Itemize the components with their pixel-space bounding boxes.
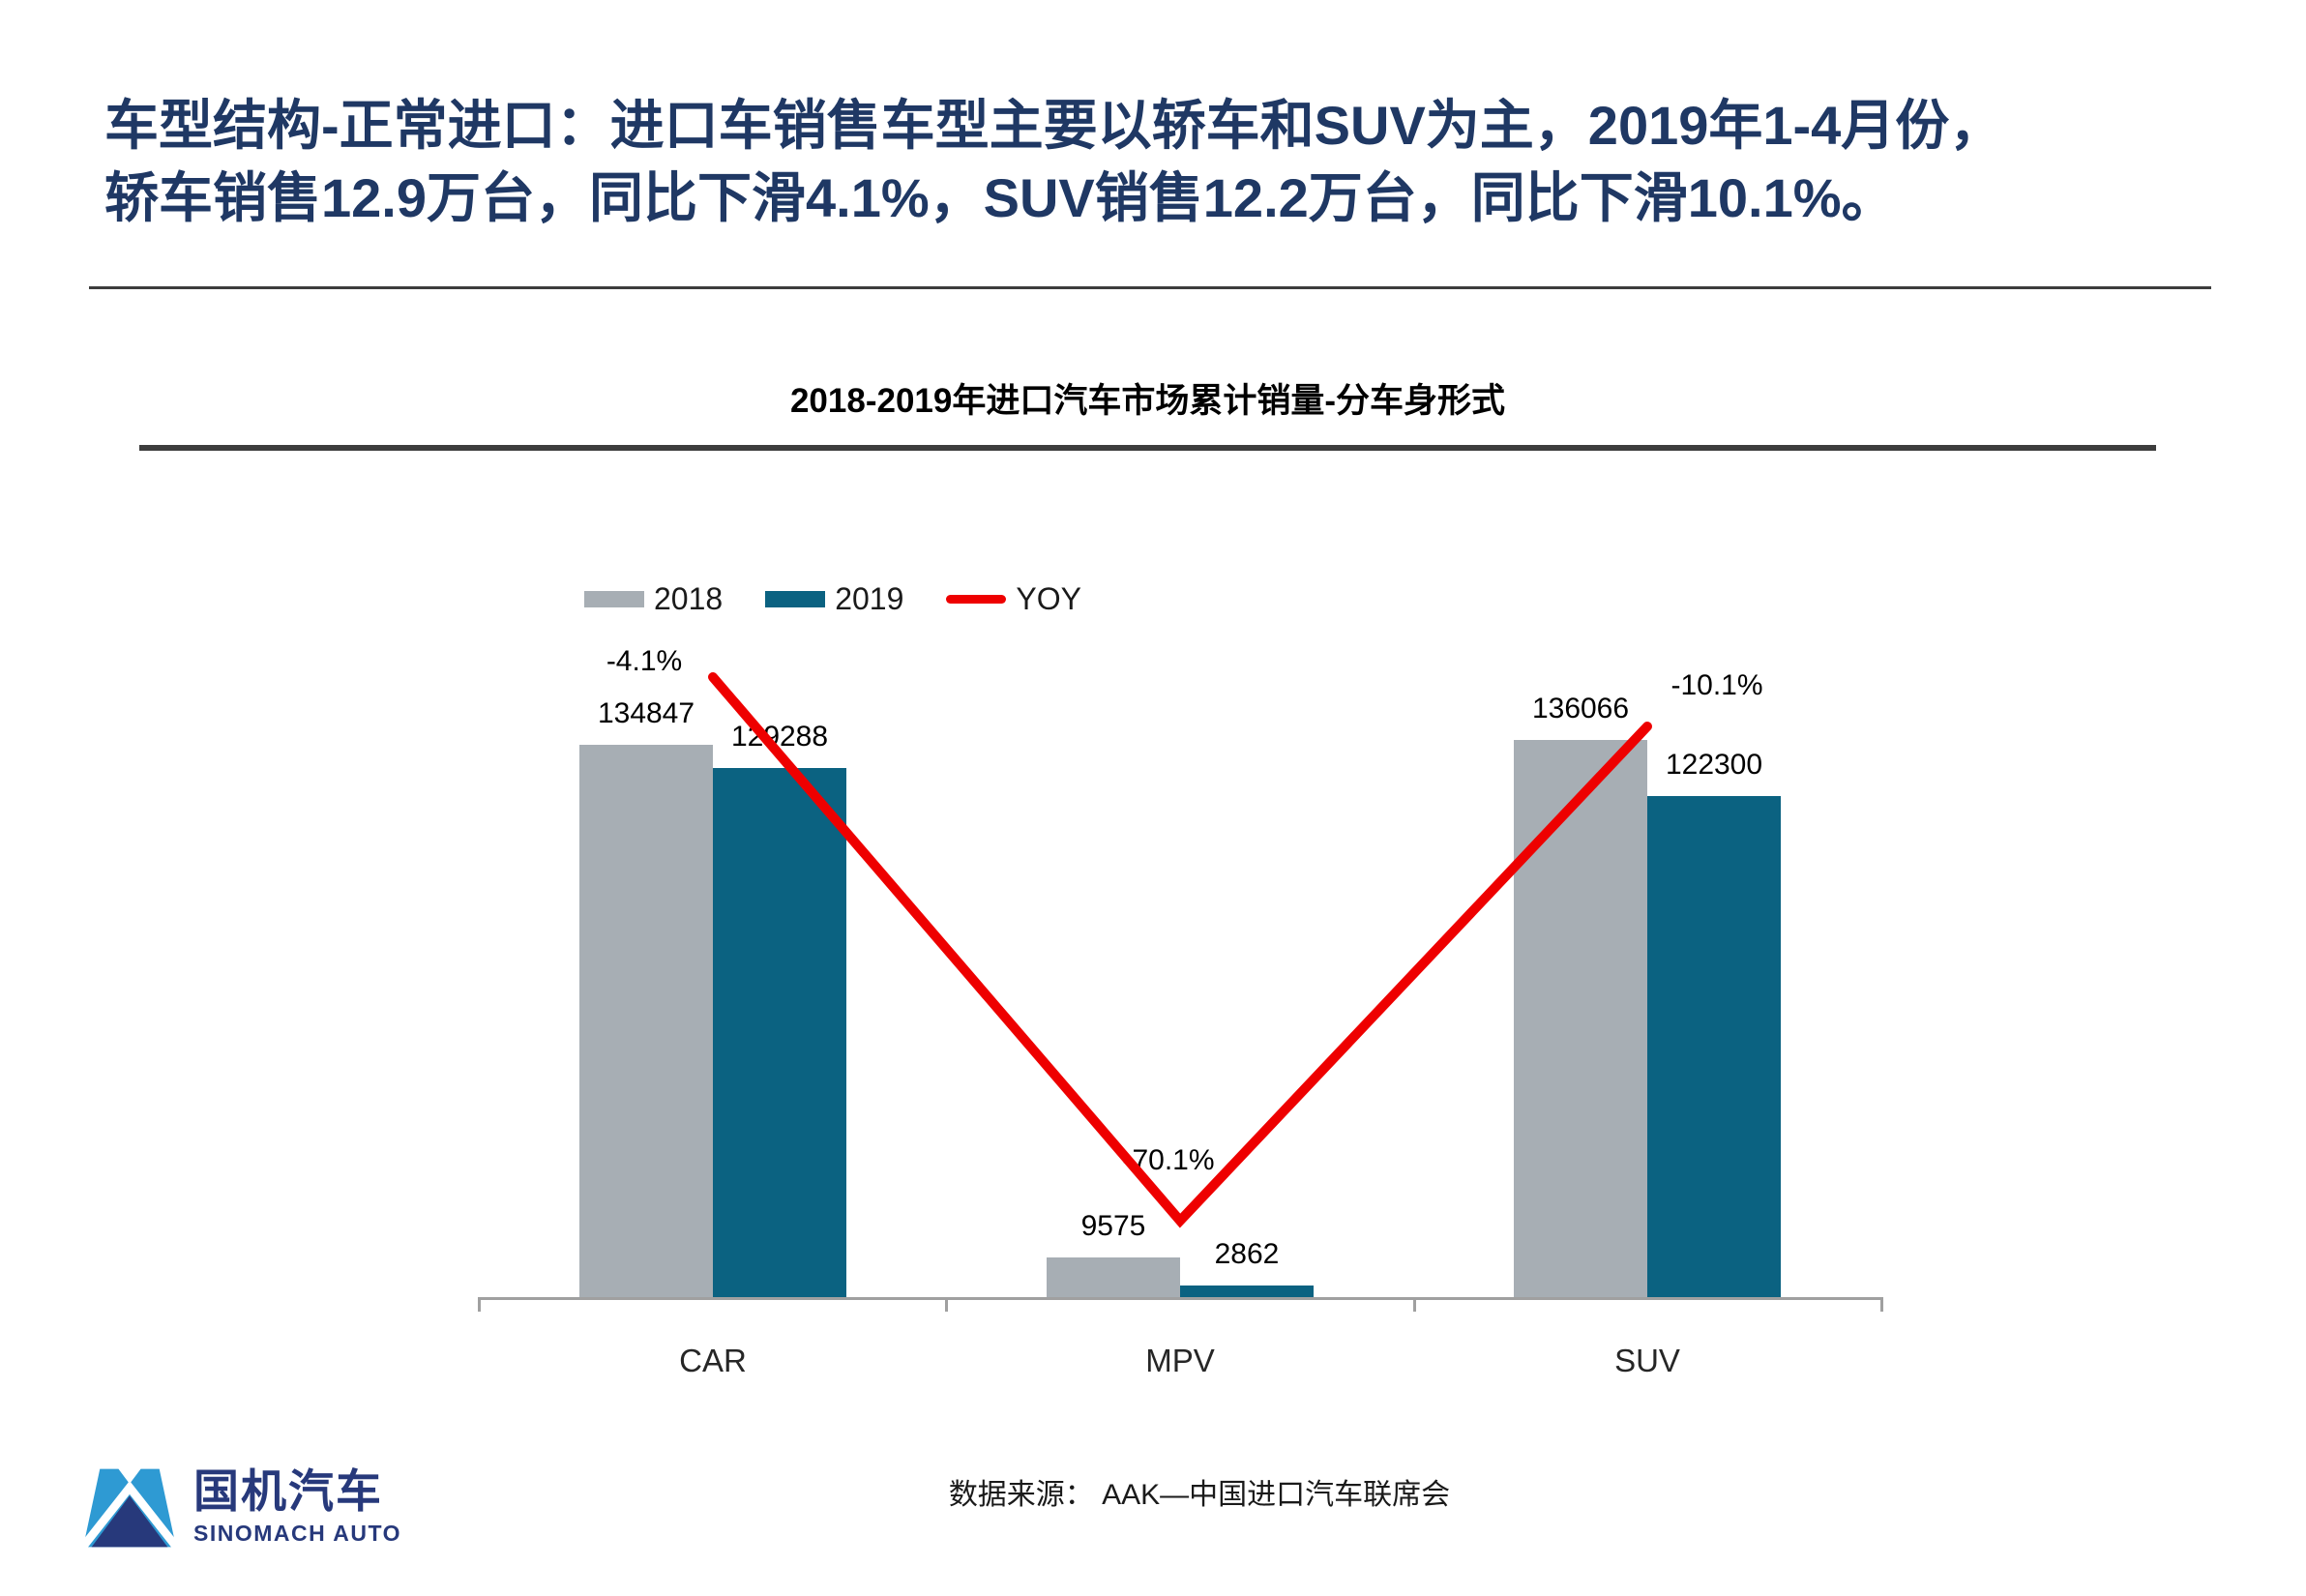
x-axis-tick (1880, 1297, 1883, 1312)
bar-value-2018-mpv: 9575 (1080, 1210, 1146, 1242)
yoy-label-mpv: -70.1% (1122, 1144, 1215, 1176)
bar-value-2018-suv: 136066 (1531, 693, 1630, 724)
bar-value-2019-suv: 122300 (1665, 749, 1763, 781)
bar-2019-mpv (1180, 1286, 1314, 1297)
bar-2019-car (713, 768, 846, 1297)
bar-2018-suv (1514, 740, 1647, 1297)
legend-item-yoy: YOY (946, 581, 1081, 617)
chart-legend: 2018 2019 YOY (584, 578, 1081, 619)
slide-title-line2: 轿车销售12.9万台，同比下滑4.1%，SUV销售12.2万台，同比下滑10.1… (104, 167, 1896, 228)
chart-title: 2018-2019年进口汽车市场累计销量-分车身形式 (789, 382, 1506, 420)
legend-swatch-2019 (765, 590, 826, 607)
title-divider (89, 286, 2211, 289)
x-axis-tick (1412, 1297, 1416, 1312)
legend-item-2018: 2018 (584, 581, 723, 617)
category-label-mpv: MPV (1145, 1343, 1215, 1378)
slide-title-line1: 车型结构-正常进口：进口车销售车型主要以轿车和SUV为主，2019年1-4月份， (104, 95, 2004, 156)
legend-line-swatch-yoy (946, 594, 1007, 604)
logo-name-en: SINOMACH AUTO (193, 1521, 401, 1546)
yoy-label-suv: -10.1% (1670, 669, 1763, 701)
legend-label-2018: 2018 (654, 580, 724, 616)
bar-2018-car (579, 745, 713, 1297)
legend-label-yoy: YOY (1016, 580, 1081, 616)
yoy-label-car: -4.1% (606, 645, 683, 677)
bar-value-2019-car: 129288 (730, 721, 829, 753)
logo: 国机汽车 SINOMACH AUTO (83, 1466, 401, 1550)
x-axis-tick (945, 1297, 949, 1312)
logo-name-cn: 国机汽车 (193, 1465, 383, 1517)
yoy-line (708, 672, 1652, 1228)
category-label-suv: SUV (1614, 1343, 1680, 1378)
sinomach-logo-icon (83, 1468, 176, 1550)
legend-label-2019: 2019 (835, 580, 904, 616)
legend-swatch-2018 (584, 590, 644, 607)
bar-2019-suv (1647, 796, 1781, 1297)
chart-title-divider (139, 445, 2156, 451)
legend-item-2019: 2019 (765, 581, 903, 617)
bar-value-2018-car: 134847 (597, 697, 695, 729)
slide-title: 车型结构-正常进口：进口车销售车型主要以轿车和SUV为主，2019年1-4月份，… (104, 89, 2271, 234)
x-axis (479, 1297, 1881, 1300)
logo-text: 国机汽车 SINOMACH AUTO (193, 1466, 401, 1547)
category-label-car: CAR (679, 1343, 747, 1378)
data-source: 数据来源： AAK—中国进口汽车联席会 (948, 1479, 1451, 1511)
x-axis-tick (478, 1297, 481, 1312)
bar-value-2019-mpv: 2862 (1214, 1238, 1280, 1270)
bar-2018-mpv (1047, 1257, 1180, 1297)
